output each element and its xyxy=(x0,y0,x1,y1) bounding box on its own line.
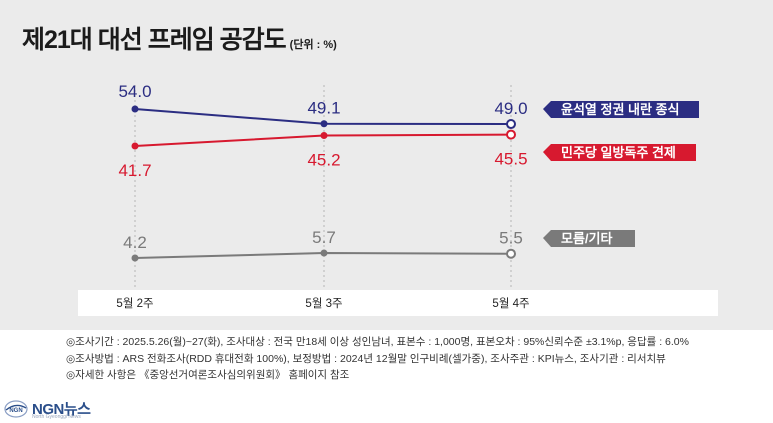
globe-logo-icon: NGN xyxy=(4,400,28,418)
page-title: 제21대 대선 프레임 공감도 (단위 : %) xyxy=(22,20,337,56)
note-line: ◎자세한 사항은 《중앙선거여론조사심의위원회》 홈페이지 참조 xyxy=(66,369,350,381)
legend-label: 모름/기타 xyxy=(561,231,612,246)
data-point xyxy=(320,131,328,139)
data-point xyxy=(320,249,328,257)
data-label: 41.7 xyxy=(118,161,151,180)
line-chart: 54.0 49.1 49.0 윤석열 정권 내란 종식 41.7 45.2 45.5 민주당 … xyxy=(116,82,699,310)
data-point xyxy=(506,129,516,140)
legend-label: 윤석열 정권 내란 종식 xyxy=(561,102,679,117)
data-point xyxy=(320,120,328,128)
data-point xyxy=(131,142,139,150)
x-axis-band xyxy=(78,290,718,316)
legend-label: 민주당 일방독주 견제 xyxy=(561,145,676,160)
legend-box xyxy=(543,144,696,161)
data-label: 54.0 xyxy=(118,82,151,101)
data-point xyxy=(131,105,139,113)
note-line: ◎조사기간 : 2025.5.26(월)~27(화), 조사대상 : 전국 만1… xyxy=(66,336,689,348)
note-line: ◎조사방법 : ARS 전화조사(RDD 휴대전화 100%), 보정방법 : … xyxy=(66,352,666,365)
data-label: 45.5 xyxy=(494,150,527,169)
data-label: 4.2 xyxy=(123,233,147,252)
unit-label: (단위 : %) xyxy=(289,39,337,51)
logo-name: NGN뉴스 xyxy=(32,401,91,418)
data-label: 45.2 xyxy=(307,150,340,169)
title-text: 제21대 대선 프레임 공감도 xyxy=(22,26,287,54)
legend-box xyxy=(543,230,635,247)
data-label: 49.0 xyxy=(494,99,527,118)
chart-panel xyxy=(0,0,773,330)
x-tick-label: 5월 3주 xyxy=(305,297,342,310)
survey-notes: ◎조사기간 : 2025.5.26(월)~27(화), 조사대상 : 전국 만1… xyxy=(66,334,689,384)
data-label: 49.1 xyxy=(307,99,340,118)
data-point xyxy=(131,254,139,262)
logo-mark-text: NGN xyxy=(9,408,22,414)
x-tick-label: 5월 4주 xyxy=(492,297,529,310)
notes-panel xyxy=(0,330,773,423)
data-point xyxy=(506,248,516,259)
x-tick-label: 5월 2주 xyxy=(116,297,153,310)
legend-box xyxy=(543,101,699,118)
data-label: 5.5 xyxy=(499,229,523,248)
data-label: 5.7 xyxy=(312,228,336,247)
logo-subtitle: North Gyeonggi News xyxy=(32,414,81,420)
data-point xyxy=(506,119,516,130)
